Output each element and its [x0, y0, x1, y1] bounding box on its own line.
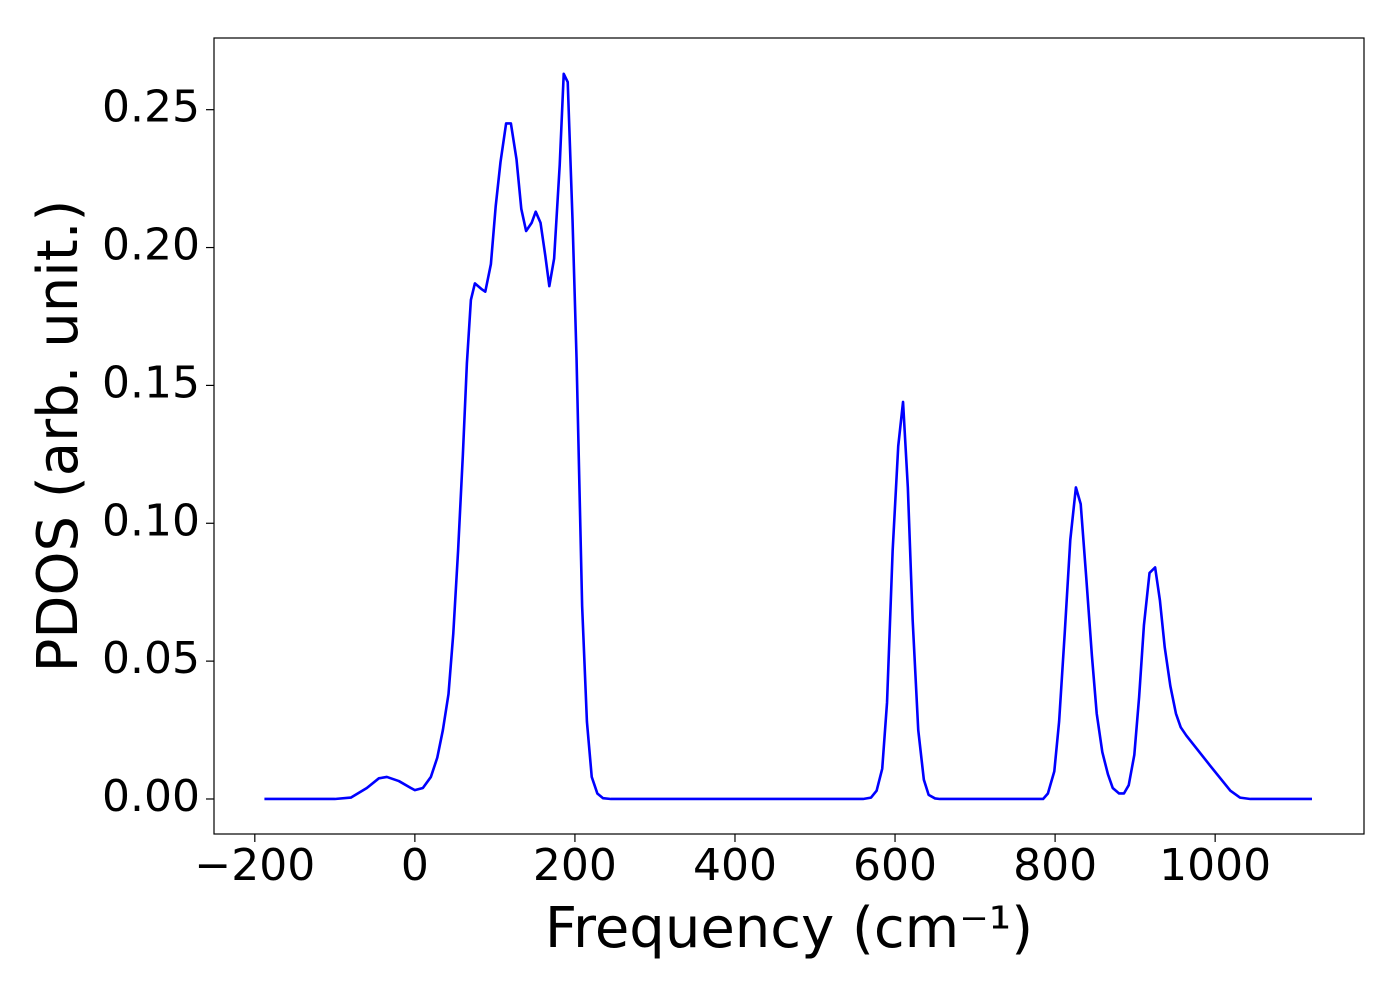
x-tick-label: 400 — [693, 840, 777, 891]
y-tick-label: 0.15 — [102, 357, 200, 408]
y-tick-label: 0.05 — [102, 633, 200, 684]
y-tick-label: 0.10 — [102, 495, 200, 546]
x-tick-label: 200 — [533, 840, 617, 891]
y-tick-label: 0.20 — [102, 220, 200, 271]
x-axis-label: Frequency (cm⁻¹) — [545, 896, 1033, 961]
y-tick-label: 0.25 — [102, 82, 200, 133]
y-tick-label: 0.00 — [102, 771, 200, 822]
x-tick-label: 600 — [853, 840, 937, 891]
x-tick-label: 0 — [401, 840, 429, 891]
x-tick-label: 1000 — [1159, 840, 1271, 891]
x-tick-label: 800 — [1013, 840, 1097, 891]
x-tick-label: −200 — [194, 840, 315, 891]
y-axis-label: PDOS (arb. unit.) — [26, 200, 91, 673]
plot-frame — [213, 37, 1365, 835]
line-series — [264, 72, 1312, 801]
